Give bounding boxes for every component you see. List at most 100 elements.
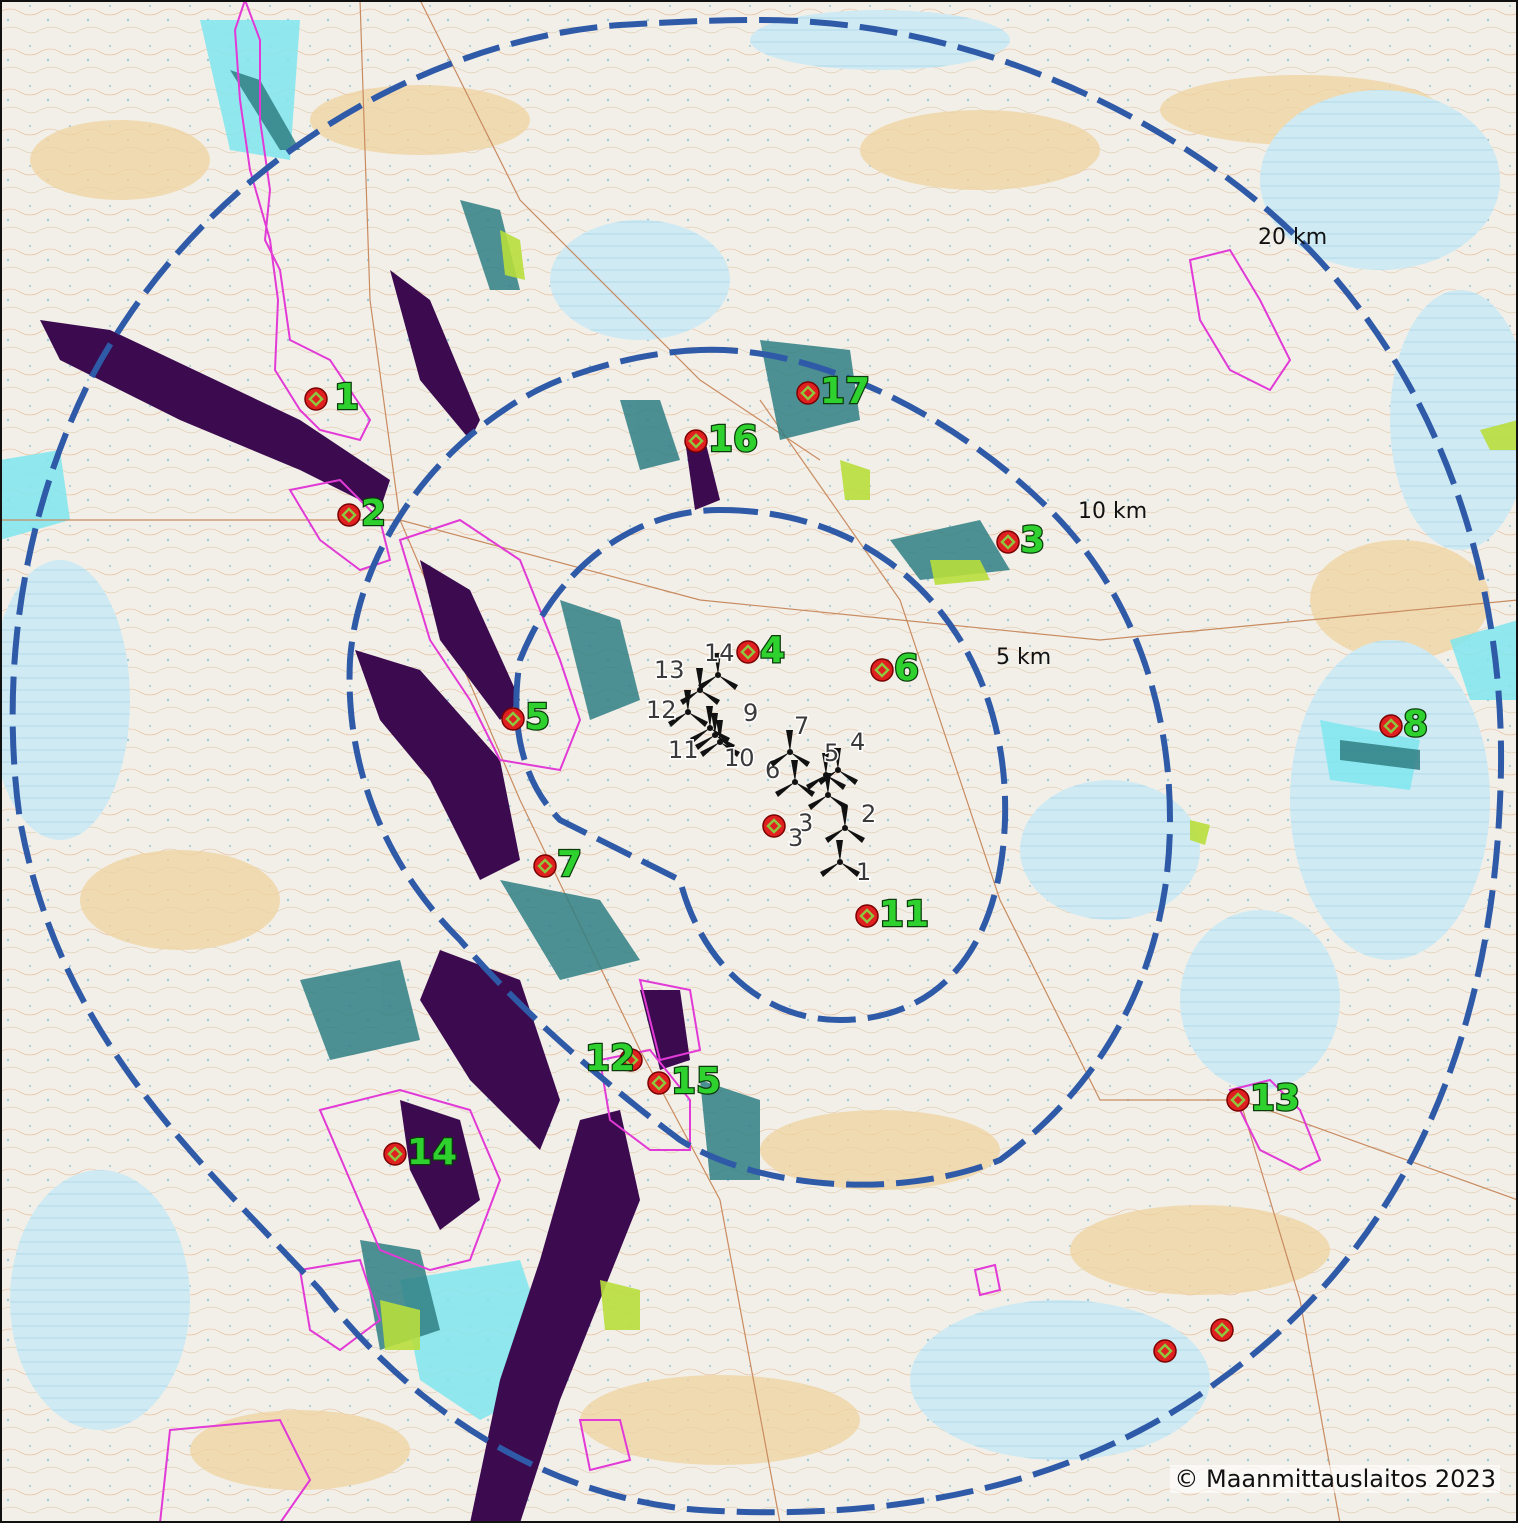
wind-turbine-label: 14	[704, 639, 735, 667]
viewpoint-label: 4	[760, 630, 785, 671]
wind-turbine[interactable]: 2	[825, 799, 878, 843]
wind-turbine-label: 2	[861, 800, 876, 828]
range-ring-label-10km: 10 km	[1078, 499, 1147, 524]
viewpoint-marker[interactable]: 12	[584, 1037, 643, 1080]
viewpoint-diamond-icon	[1230, 1092, 1246, 1108]
wind-turbine[interactable]: 11	[667, 706, 730, 766]
viewpoint-diamond-icon	[505, 711, 521, 727]
wind-turbine-icon	[770, 730, 810, 767]
viewpoint-diamond-icon	[1383, 718, 1399, 734]
wind-turbine[interactable]: 5	[806, 738, 846, 790]
range-ring-10km	[346, 346, 1174, 1188]
viewpoint-label: 12	[585, 1038, 635, 1079]
viewpoint-diamond-icon	[308, 391, 324, 407]
wind-turbine[interactable]: 4	[818, 727, 867, 785]
wind-turbine-label: 3	[798, 809, 813, 837]
viewpoint-label: 11	[879, 894, 929, 935]
wind-turbine[interactable]: 9	[695, 698, 760, 750]
viewpoint-label: 7	[557, 844, 582, 885]
wind-turbine[interactable]: 10	[700, 720, 756, 774]
wind-turbine[interactable]: 13	[653, 655, 720, 705]
viewpoint-diamond-icon	[537, 858, 553, 874]
wind-turbine-label: 1	[856, 858, 871, 886]
viewpoint-marker-icon	[533, 854, 557, 878]
viewpoint-marker[interactable]: 15	[647, 1060, 722, 1103]
viewpoint-marker[interactable]: 11	[855, 893, 930, 936]
viewpoint-label: 15	[671, 1061, 721, 1102]
viewpoint-diamond-icon	[1000, 534, 1016, 550]
viewpoint-label: 8	[1403, 704, 1428, 745]
viewpoint-marker[interactable]: 3	[762, 814, 805, 854]
viewpoint-marker[interactable]: 17	[796, 370, 871, 413]
viewpoint-marker[interactable]: 6	[870, 647, 920, 690]
viewpoint-label: 13	[1250, 1078, 1300, 1119]
wind-turbine-icon	[825, 806, 865, 843]
viewpoint-marker-icon	[870, 658, 894, 682]
wind-turbine-icon	[690, 706, 730, 743]
wind-turbine-icon	[700, 720, 740, 757]
wind-turbine-icon	[806, 753, 846, 790]
viewpoint-label: 3	[788, 824, 803, 852]
forest-patches	[30, 75, 1490, 1490]
viewpoint-marker[interactable]: 5	[501, 696, 551, 739]
wind-turbine-label: 4	[850, 728, 865, 756]
viewpoint-marker-icon	[736, 640, 760, 664]
viewpoint-label: 1	[334, 377, 359, 418]
range-ring-5km	[513, 506, 1009, 1024]
viewpoint-marker[interactable]	[1210, 1318, 1234, 1342]
viewpoint-label: 14	[407, 1132, 457, 1173]
wind-turbine[interactable]: 3	[797, 773, 848, 839]
viewpoint-label: 5	[525, 697, 550, 738]
viewpoint-marker[interactable]: 3	[996, 519, 1046, 562]
range-rings	[9, 16, 1505, 1516]
viewpoint-marker[interactable]: 1	[304, 376, 360, 419]
viewpoint-diamond-icon	[1214, 1322, 1230, 1338]
viewpoint-diamond-icon	[387, 1146, 403, 1162]
viewpoint-marker[interactable]: 8	[1379, 703, 1429, 746]
wind-turbine[interactable]: 1	[820, 840, 873, 888]
protected-areas	[158, 0, 1322, 1523]
viewpoint-diamond-icon	[800, 385, 816, 401]
viewpoint-marker-icon	[855, 904, 879, 928]
viewpoint-diamond-icon	[651, 1075, 667, 1091]
wind-turbine[interactable]: 7	[770, 711, 811, 767]
viewpoint-marker-icon	[647, 1071, 671, 1095]
wind-turbine-label: 7	[794, 712, 809, 740]
viewpoint-marker[interactable]: 7	[533, 843, 583, 886]
viewpoint-marker-icon	[996, 530, 1020, 554]
viewpoint-marker-icon	[762, 814, 786, 838]
viewpoint-marker-icon	[1153, 1339, 1177, 1363]
viewpoint-diamond-icon	[766, 818, 782, 834]
viewpoint-diamond-icon	[688, 433, 704, 449]
viewpoint-marker-icon	[684, 429, 708, 453]
viewpoint-marker-icon	[383, 1142, 407, 1166]
visibility-layer	[40, 70, 1518, 1523]
viewpoint-diamond-icon	[1157, 1343, 1173, 1359]
viewpoint-marker[interactable]: 16	[684, 418, 759, 461]
viewpoint-label: 2	[361, 493, 386, 534]
viewpoint-label: 17	[820, 371, 870, 412]
viewpoint-marker[interactable]: 2	[337, 492, 387, 535]
viewpoint-label: 16	[708, 419, 758, 460]
viewpoint-diamond-icon	[740, 644, 756, 660]
wind-turbine[interactable]: 14	[698, 638, 738, 690]
viewpoint-marker[interactable]: 14	[383, 1131, 458, 1174]
viewpoint-diamond-icon	[623, 1052, 639, 1068]
viewpoint-marker[interactable]: 13	[1226, 1077, 1301, 1120]
wind-turbine-icon	[775, 760, 815, 797]
wind-turbine-label: 13	[654, 656, 685, 684]
viewpoint-marker[interactable]	[1153, 1339, 1177, 1363]
wind-turbine-label: 11	[668, 736, 699, 764]
viewpoint-marker[interactable]: 4	[736, 629, 786, 672]
range-ring-20km	[9, 16, 1505, 1516]
range-ring-label-5km: 5 km	[996, 645, 1051, 670]
wind-turbine-icon	[808, 773, 848, 810]
viewpoint-marker-icon	[1379, 714, 1403, 738]
viewpoint-diamond-icon	[341, 507, 357, 523]
wind-turbine-icon	[818, 748, 858, 785]
